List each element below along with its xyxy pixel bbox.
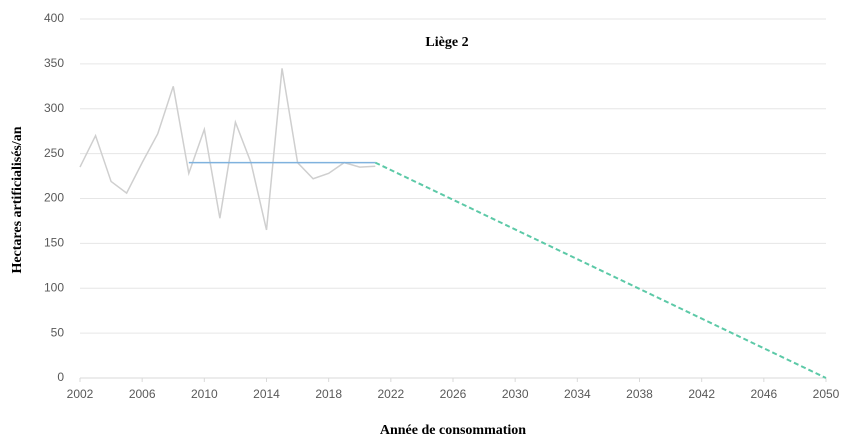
x-tick-label: 2026 [440,387,467,401]
x-tick-label: 2046 [750,387,777,401]
x-tick-label: 2042 [688,387,715,401]
y-tick-label: 100 [44,280,64,294]
y-tick-label: 150 [44,236,64,250]
x-tick-label: 2030 [502,387,529,401]
y-tick-label: 400 [44,11,64,25]
x-tick-label: 2050 [813,387,840,401]
x-tick-label: 2006 [129,387,156,401]
x-tick-label: 2018 [315,387,342,401]
x-tick-label: 2034 [564,387,591,401]
x-tick-label: 2010 [191,387,218,401]
y-tick-label: 300 [44,101,64,115]
chart-title: Liège 2 [425,35,468,50]
y-tick-label: 0 [57,370,64,384]
x-axis-label: Année de consommation [380,423,526,438]
series-line [79,68,376,231]
x-tick-label: 2002 [67,387,94,401]
y-tick-label: 350 [44,56,64,70]
x-tick-label: 2038 [626,387,653,401]
y-tick-label: 250 [44,146,64,160]
y-axis-label: Hectares artificialisés/an [10,126,25,273]
y-tick-label: 200 [44,191,64,205]
y-tick-label: 50 [51,325,65,339]
series-line [374,161,827,379]
x-tick-label: 2014 [253,387,280,401]
x-tick-label: 2022 [377,387,404,401]
